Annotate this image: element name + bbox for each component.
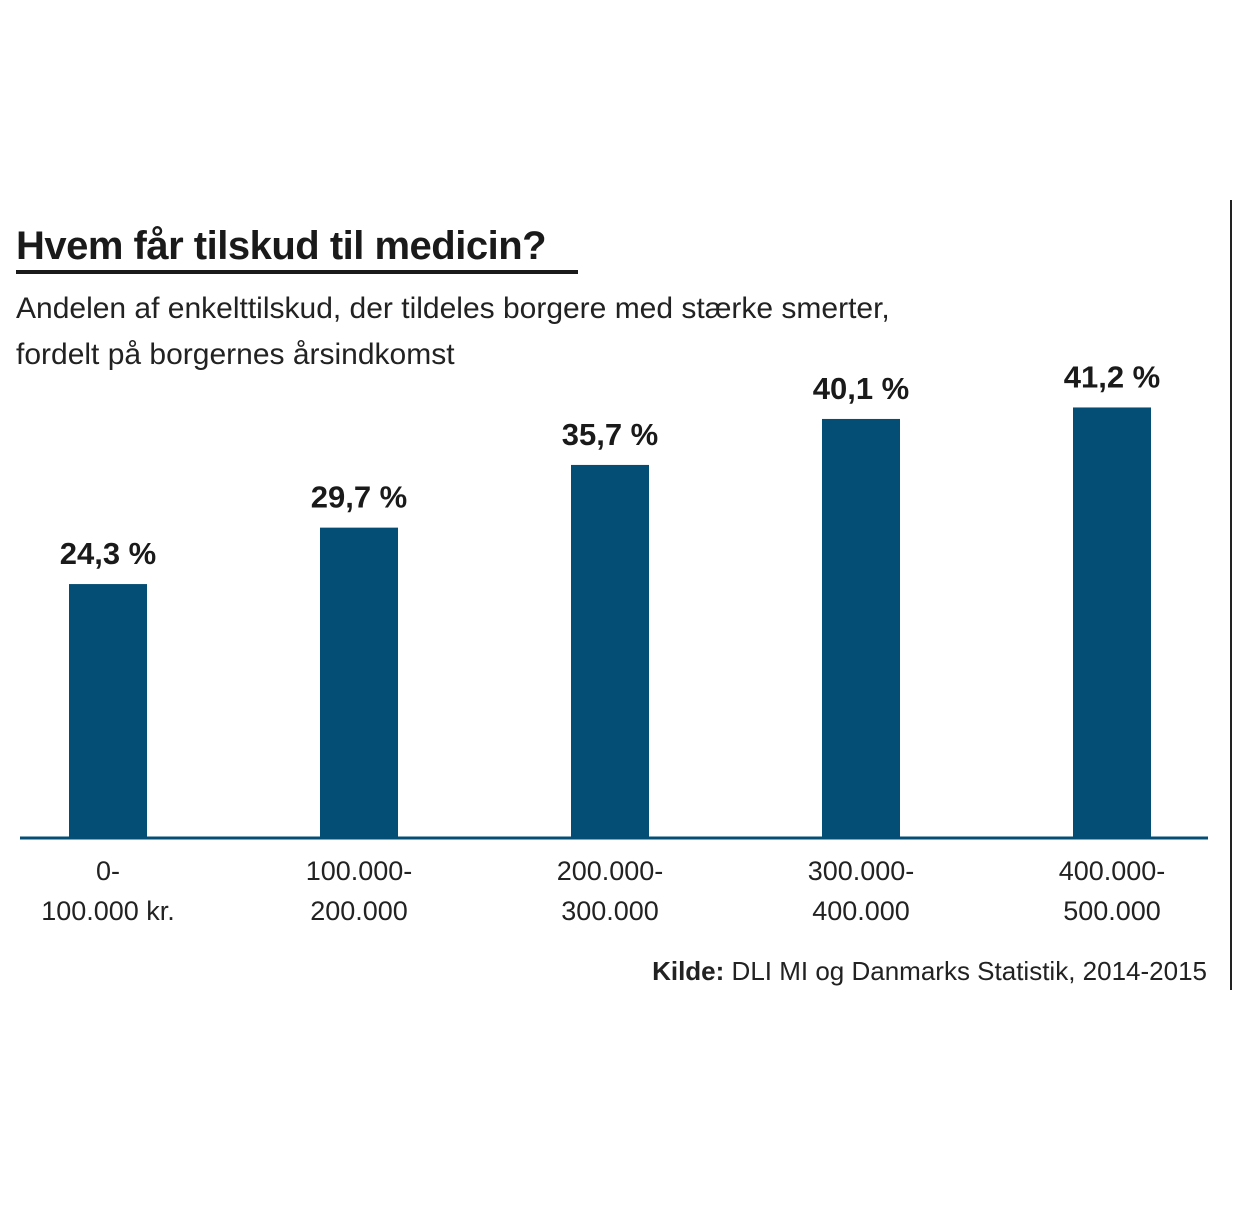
x-tick-label-2-line-2: 200.000	[310, 896, 408, 926]
bar-value-label-4: 40,1 %	[813, 371, 910, 406]
x-tick-label-3-line-2: 300.000	[561, 896, 659, 926]
x-tick-label-1-line-1: 0-	[96, 856, 120, 886]
source-label: Kilde:	[652, 956, 725, 986]
bar-4	[822, 418, 900, 838]
x-tick-label-4-line-1: 300.000-	[808, 856, 915, 886]
x-tick-label-4-line-2: 400.000	[812, 896, 910, 926]
bar-value-label-5: 41,2 %	[1064, 359, 1161, 394]
subtitle-line-1: Andelen af enkelttilskud, der tildeles b…	[16, 292, 890, 325]
subtitle-line-2: fordelt på borgernes årsindkomst	[16, 338, 455, 371]
chart-subtitle: Andelen af enkelttilskud, der tildeles b…	[16, 286, 1016, 378]
x-tick-label-1-line-2: 100.000 kr.	[41, 896, 175, 926]
bar-value-label-3: 35,7 %	[562, 417, 659, 452]
bar-2	[320, 527, 398, 838]
bar-1	[69, 584, 147, 838]
x-tick-label-5-line-1: 400.000-	[1059, 856, 1166, 886]
right-divider-rule	[1230, 200, 1232, 990]
source-note: Kilde: DLI MI og Danmarks Statistik, 201…	[652, 956, 1207, 987]
x-tick-label-5-line-2: 500.000	[1063, 896, 1161, 926]
bar-value-label-1: 24,3 %	[60, 536, 157, 571]
bar-3	[571, 464, 649, 838]
chart-title: Hvem får tilskud til medicin?	[16, 224, 547, 268]
x-tick-label-3-line-1: 200.000-	[557, 856, 664, 886]
title-underline	[16, 270, 578, 274]
bar-value-label-2: 29,7 %	[311, 480, 408, 515]
bar-5	[1073, 407, 1151, 838]
source-text: DLI MI og Danmarks Statistik, 2014-2015	[731, 956, 1207, 986]
x-tick-label-2-line-1: 100.000-	[306, 856, 413, 886]
